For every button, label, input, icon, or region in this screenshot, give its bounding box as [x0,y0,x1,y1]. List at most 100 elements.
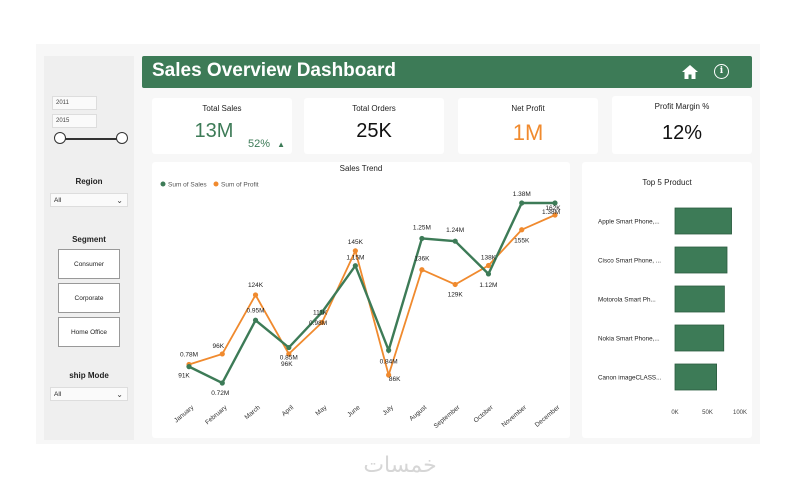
profit-data-label: 138K [481,255,497,262]
profit-data-label: 145K [348,239,364,246]
segment-label: Segment [72,235,106,244]
year-slider-start-handle[interactable] [54,132,66,144]
profit-data-label: 91K [178,372,190,379]
year-end-input[interactable]: 2015 [52,114,97,128]
profit-data-label: 162K [545,205,561,212]
sales-point[interactable] [352,263,358,269]
top-products-title: Top 5 Product [642,178,692,187]
sales-trend-card: Sales Trend Sum of Sales Sum of Profit 0.… [152,162,570,438]
sales-point[interactable] [552,200,558,206]
year-start-input[interactable]: 2011 [52,96,97,110]
ship-mode-dropdown[interactable]: All ⌄ [50,387,128,401]
product-bar[interactable] [674,285,725,313]
top-products-chart: Apple Smart Phone,... Cisco Smart Phone, … [598,207,747,416]
x-axis-tick-label: December [534,404,562,429]
profit-point[interactable] [319,319,325,325]
product-category-label: Canon imageCLASS... [598,375,662,382]
sales-data-label: 0.95M [247,307,265,314]
region-label: Region [75,177,103,186]
x-axis-tick-label: March [243,404,262,421]
sales-data-label: 1.12M [479,282,497,289]
arrow-up-icon: ▲ [277,140,286,149]
legend-sales-marker [160,181,166,187]
sales-point[interactable] [386,347,392,353]
sales-point[interactable] [452,238,458,244]
chevron-down-icon: ⌄ [116,390,123,399]
x-axis-tick-label: 0K [671,410,678,416]
profit-point[interactable] [252,292,259,298]
profit-point[interactable] [286,351,292,357]
dashboard-header: Sales Overview Dashboard i [142,56,752,88]
chevron-down-icon: ⌄ [116,196,123,205]
sales-data-label: 0.78M [180,352,198,359]
top-products-card: Top 5 Product Apple Smart Phone,... Cisco… [582,162,752,438]
home-icon[interactable] [682,65,698,79]
profit-point[interactable] [452,281,458,288]
x-axis-tick-label: February [204,404,229,427]
segment-consumer-button[interactable]: Consumer [58,249,120,279]
kpi-total-sales-label: Total Sales [202,104,242,113]
profit-point[interactable] [219,351,225,357]
profit-point[interactable] [552,212,558,218]
x-axis-tick-label: May [314,404,328,418]
kpi-net-profit-value: 1M [512,120,544,145]
segment-home-office-button[interactable]: Home Office [58,317,120,347]
sales-point[interactable] [186,364,192,370]
sales-point[interactable] [319,309,325,315]
product-bar[interactable] [674,246,728,274]
x-axis-tick-label: October [473,404,496,425]
sales-data-label: 0.84M [380,358,398,365]
sales-data-label: 0.85M [280,355,298,362]
x-axis-tick-label: April [281,404,296,418]
profit-point[interactable] [485,262,492,269]
profit-data-label: 111K [313,309,328,316]
sales-trend-title: Sales Trend [339,164,383,173]
x-axis-tick-label: September [433,404,462,430]
profit-point[interactable] [419,267,425,273]
ship-mode-value: All [54,391,62,398]
kpi-total-orders-card: Total Orders 25K [304,98,444,154]
year-slider-track[interactable] [60,138,122,140]
sales-point[interactable] [519,200,525,206]
product-bar[interactable] [674,324,725,352]
product-category-label: Nokia Smart Phone,... [598,336,660,343]
segment-corporate-button[interactable]: Corporate [58,283,120,313]
ship-mode-label: ship Mode [69,371,109,380]
product-category-label: Cisco Smart Phone, ... [598,258,661,265]
x-axis-tick-label: August [408,404,428,422]
profit-point[interactable] [352,248,358,254]
profit-point[interactable] [386,372,392,378]
legend-profit-marker [213,181,219,187]
page-title: Sales Overview Dashboard [152,60,396,81]
filter-panel: 2011 2015 Region All ⌄ Segment Consumer … [44,56,134,440]
product-bar[interactable] [674,207,732,235]
legend-profit-label: Sum of Profit [221,182,259,189]
kpi-net-profit-label: Net Profit [511,104,545,113]
sales-point[interactable] [485,271,492,277]
sales-data-label: 1.38M [542,209,560,216]
sales-point[interactable] [286,344,292,351]
product-bar[interactable] [674,363,717,391]
x-axis-tick-label: June [346,404,362,419]
sales-point[interactable] [219,380,225,386]
profit-data-label: 124K [248,282,264,289]
profit-point[interactable] [519,227,525,233]
kpi-total-sales-card: Total Sales 13M 52% ▲ [152,98,292,154]
profit-data-label: 155K [514,238,530,245]
kpi-profit-margin-card: Profit Margin % 12% [612,96,752,154]
kpi-profit-margin-value: 12% [661,122,703,144]
kpi-net-profit-card: Net Profit 1M [458,98,598,154]
profit-line [188,214,556,379]
info-icon[interactable]: i [714,64,729,79]
kpi-profit-margin-label: Profit Margin % [654,102,710,111]
kpi-total-orders-label: Total Orders [352,104,396,113]
region-dropdown[interactable]: All ⌄ [50,193,128,207]
sales-point[interactable] [252,317,259,323]
x-axis-tick-label: 50K [702,410,713,416]
product-category-label: Apple Smart Phone,... [598,219,660,226]
year-slider-end-handle[interactable] [116,132,128,144]
sales-point[interactable] [419,235,425,242]
profit-data-label: 129K [448,291,464,298]
sales-data-label: 1.15M [346,255,364,262]
x-axis-tick-label: November [501,404,529,429]
